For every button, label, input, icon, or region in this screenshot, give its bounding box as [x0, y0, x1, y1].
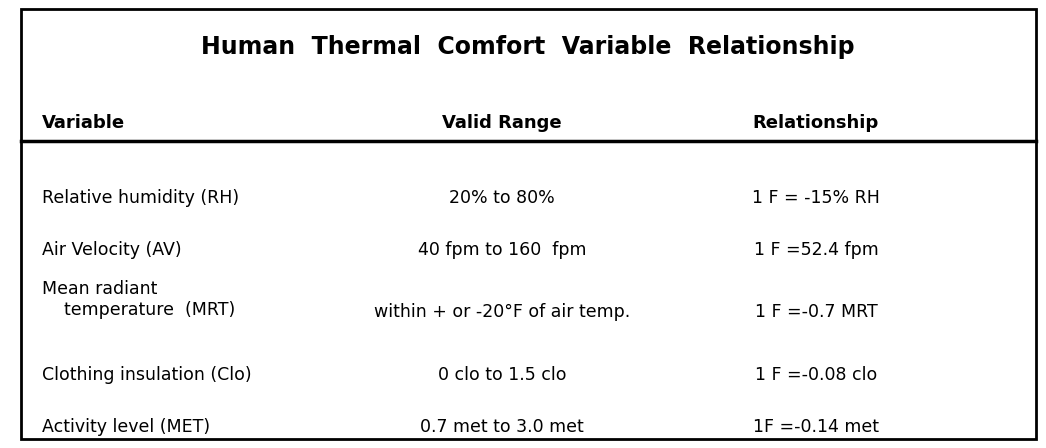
Text: 1 F =52.4 fpm: 1 F =52.4 fpm [753, 241, 879, 259]
Text: 20% to 80%: 20% to 80% [449, 189, 555, 207]
Text: 1 F =-0.7 MRT: 1 F =-0.7 MRT [754, 303, 878, 322]
Text: Clothing insulation (Clo): Clothing insulation (Clo) [42, 366, 251, 384]
Text: Air Velocity (AV): Air Velocity (AV) [42, 241, 181, 259]
Text: 0.7 met to 3.0 met: 0.7 met to 3.0 met [420, 418, 584, 436]
Text: Mean radiant
    temperature  (MRT): Mean radiant temperature (MRT) [42, 280, 235, 319]
Text: within + or -20°F of air temp.: within + or -20°F of air temp. [374, 303, 630, 322]
Text: Activity level (MET): Activity level (MET) [42, 418, 210, 436]
Text: Valid Range: Valid Range [442, 114, 562, 132]
Text: Relationship: Relationship [753, 114, 879, 132]
Text: Relative humidity (RH): Relative humidity (RH) [42, 189, 238, 207]
Text: 40 fpm to 160  fpm: 40 fpm to 160 fpm [417, 241, 587, 259]
Text: 1 F = -15% RH: 1 F = -15% RH [752, 189, 880, 207]
Text: Human  Thermal  Comfort  Variable  Relationship: Human Thermal Comfort Variable Relations… [202, 35, 855, 59]
Text: 0 clo to 1.5 clo: 0 clo to 1.5 clo [438, 366, 566, 384]
Text: 1F =-0.14 met: 1F =-0.14 met [753, 418, 879, 436]
FancyBboxPatch shape [21, 9, 1036, 439]
Text: 1 F =-0.08 clo: 1 F =-0.08 clo [755, 366, 877, 384]
Text: Variable: Variable [42, 114, 124, 132]
